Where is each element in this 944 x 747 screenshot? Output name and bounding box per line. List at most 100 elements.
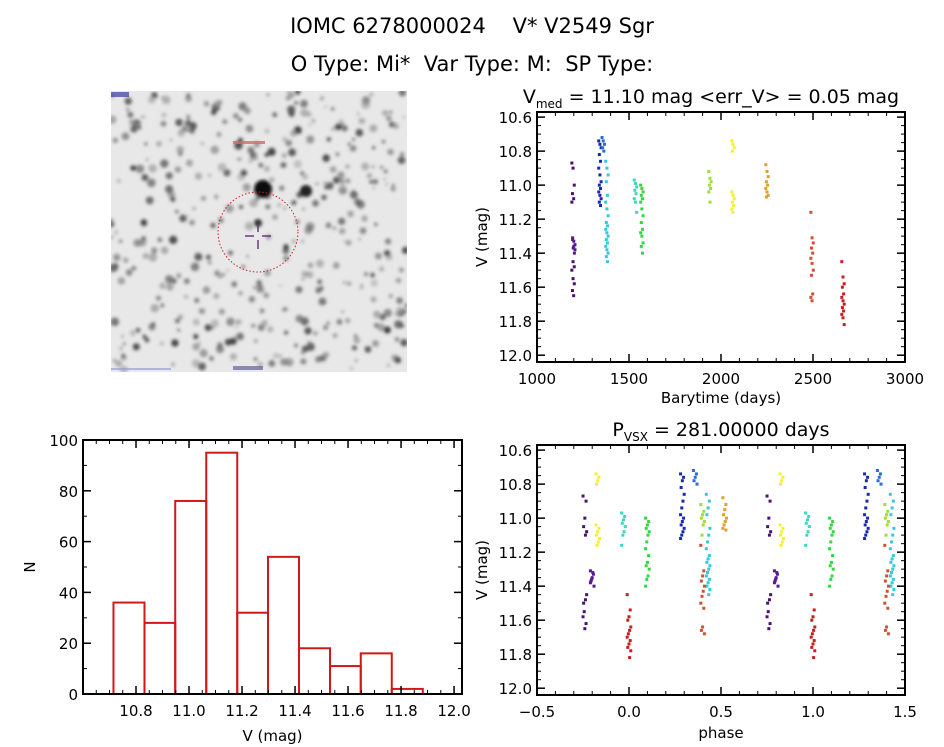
data-point bbox=[590, 577, 594, 581]
star bbox=[281, 152, 287, 159]
star bbox=[267, 326, 274, 333]
data-point bbox=[764, 163, 768, 167]
star bbox=[308, 122, 312, 127]
data-point bbox=[570, 161, 574, 165]
data-point bbox=[583, 598, 587, 602]
star bbox=[321, 194, 327, 200]
star bbox=[111, 262, 119, 271]
data-point bbox=[769, 593, 773, 597]
data-point bbox=[884, 594, 888, 598]
data-point bbox=[810, 645, 814, 649]
data-point bbox=[885, 523, 889, 527]
star bbox=[323, 351, 330, 358]
data-point bbox=[628, 656, 632, 660]
y-tick-label: 11.4 bbox=[499, 245, 532, 263]
data-point bbox=[620, 511, 624, 515]
star bbox=[208, 173, 212, 177]
data-point bbox=[633, 200, 637, 204]
data-point bbox=[647, 520, 651, 524]
data-point bbox=[885, 625, 889, 629]
data-point bbox=[583, 627, 587, 631]
data-point bbox=[628, 608, 632, 612]
star bbox=[360, 286, 364, 290]
data-point bbox=[890, 540, 894, 544]
light-curve-xlabel: Barytime (days) bbox=[661, 389, 781, 407]
star bbox=[337, 171, 345, 179]
star bbox=[264, 152, 269, 157]
data-point bbox=[813, 649, 817, 653]
star bbox=[371, 339, 380, 348]
star bbox=[369, 180, 373, 184]
data-point bbox=[706, 571, 710, 575]
star bbox=[111, 235, 114, 239]
data-point bbox=[863, 472, 867, 476]
data-point bbox=[708, 564, 712, 568]
data-point bbox=[829, 523, 833, 527]
data-point bbox=[721, 513, 725, 517]
data-point bbox=[891, 577, 895, 581]
x-tick-label: 1000 bbox=[518, 370, 556, 388]
data-point bbox=[704, 547, 708, 551]
phase-curve-plot: −0.5 0.0 0.5 1.0 1.5 10.6 10.8 11.0 11.2 11.4 11.6… bbox=[473, 419, 917, 742]
data-point bbox=[605, 207, 609, 211]
histogram-bar bbox=[266, 555, 301, 696]
star bbox=[285, 95, 291, 101]
data-point bbox=[629, 649, 633, 653]
data-point bbox=[693, 475, 697, 479]
data-point bbox=[598, 537, 602, 541]
data-point bbox=[598, 173, 602, 177]
phased-series-season-4 bbox=[699, 503, 706, 537]
star bbox=[351, 137, 356, 142]
data-point bbox=[584, 622, 588, 626]
star bbox=[111, 218, 114, 224]
star bbox=[261, 319, 268, 327]
star bbox=[242, 183, 251, 192]
series-season-8 bbox=[840, 260, 846, 327]
star bbox=[279, 185, 285, 191]
star bbox=[347, 210, 354, 218]
data-point bbox=[701, 625, 705, 629]
light-curve-ylabel: V (mag) bbox=[473, 207, 491, 267]
star bbox=[279, 354, 282, 358]
data-point bbox=[731, 142, 735, 146]
data-point bbox=[866, 526, 870, 530]
star bbox=[216, 99, 223, 106]
data-point bbox=[597, 153, 601, 157]
bright-star bbox=[254, 180, 272, 198]
data-point bbox=[604, 244, 608, 248]
star bbox=[301, 350, 305, 355]
star bbox=[373, 322, 380, 328]
star bbox=[202, 286, 211, 294]
data-point bbox=[570, 200, 574, 204]
data-point bbox=[809, 295, 813, 299]
data-point bbox=[812, 608, 816, 612]
y-tick-label: 60 bbox=[59, 534, 78, 552]
star bbox=[280, 162, 287, 169]
series-season-7 bbox=[809, 210, 815, 303]
data-point bbox=[626, 618, 630, 622]
data-point bbox=[645, 523, 649, 527]
data-point bbox=[582, 525, 586, 529]
data-point bbox=[639, 200, 643, 204]
data-point bbox=[885, 513, 889, 517]
phased-series-season-2a bbox=[679, 472, 686, 541]
data-point bbox=[891, 533, 895, 537]
star bbox=[347, 142, 351, 146]
data-point bbox=[828, 547, 832, 551]
series-season-1b bbox=[571, 236, 577, 255]
star bbox=[388, 293, 394, 299]
data-point bbox=[699, 543, 703, 547]
data-point bbox=[812, 639, 816, 643]
data-point bbox=[599, 187, 603, 191]
star bbox=[358, 117, 366, 125]
star bbox=[118, 239, 123, 243]
data-point bbox=[891, 499, 895, 503]
data-point bbox=[645, 540, 649, 544]
data-point bbox=[600, 136, 604, 140]
star bbox=[125, 269, 133, 276]
star bbox=[345, 239, 352, 246]
data-point bbox=[644, 564, 648, 568]
data-point bbox=[774, 576, 778, 580]
star bbox=[349, 144, 357, 152]
data-point bbox=[877, 475, 881, 479]
